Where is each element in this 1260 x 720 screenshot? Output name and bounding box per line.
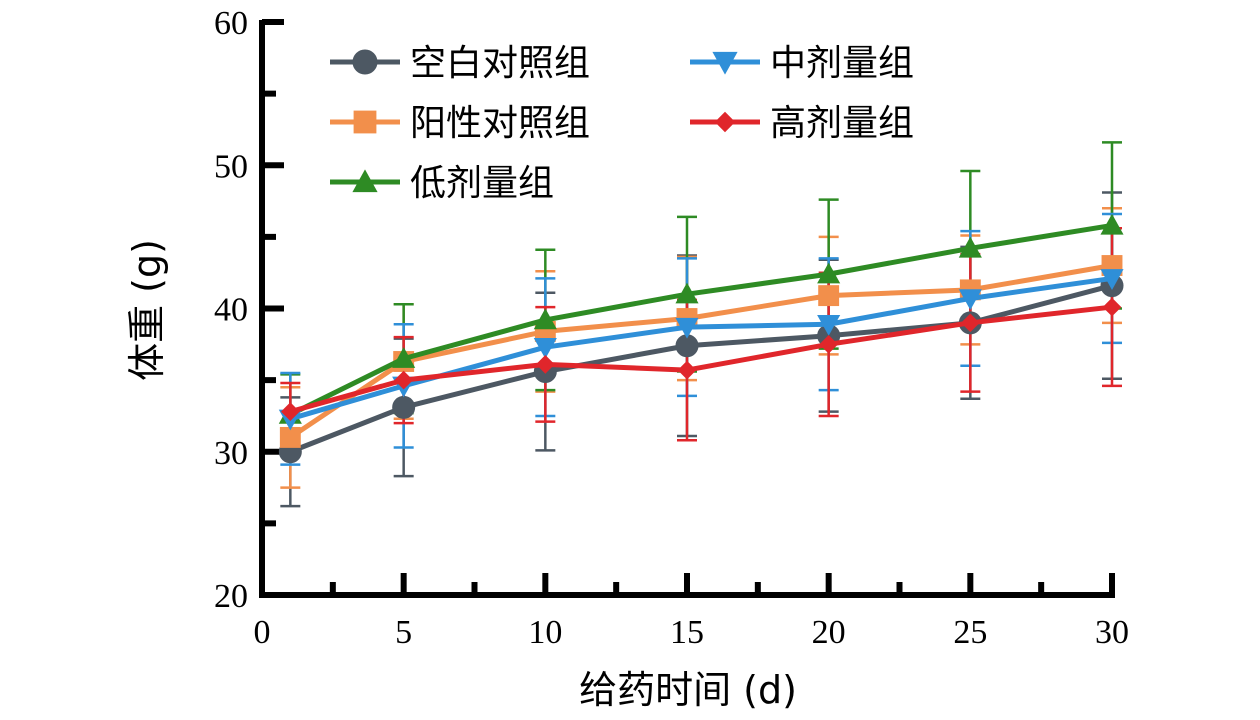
data-point xyxy=(818,285,840,307)
data-point xyxy=(533,337,557,359)
data-point xyxy=(817,315,841,336)
legend-item: 低剂量组 xyxy=(330,163,554,204)
series-layer xyxy=(278,141,1124,508)
x-tick-label: 5 xyxy=(395,614,412,651)
data-point xyxy=(533,308,557,330)
x-tick-label: 25 xyxy=(953,614,987,651)
error-bars xyxy=(280,206,1122,489)
legend-marker xyxy=(352,169,378,193)
data-point xyxy=(675,282,699,304)
legend-item: 阳性对照组 xyxy=(330,103,590,144)
series xyxy=(280,297,1122,421)
legend-item: 中剂量组 xyxy=(690,43,914,84)
y-axis-label: 体重 (g) xyxy=(125,239,169,381)
legend-label: 中剂量组 xyxy=(770,43,914,84)
data-point xyxy=(1100,213,1124,235)
legend-marker xyxy=(353,110,377,134)
data-point xyxy=(677,360,697,380)
data-point xyxy=(958,289,982,311)
legend-label: 空白对照组 xyxy=(410,43,590,84)
series-line xyxy=(289,275,1113,422)
axes: 20 30 40 50 60 0 5 10 15 20 25 30 xyxy=(214,5,1129,651)
legend-marker xyxy=(712,51,738,75)
data-point xyxy=(392,395,416,419)
y-tick-label: 30 xyxy=(214,435,248,472)
y-tick-label: 60 xyxy=(214,5,248,42)
x-tick-label: 15 xyxy=(670,614,704,651)
legend-marker xyxy=(352,49,378,75)
data-point xyxy=(675,317,699,339)
x-axis-label: 给药时间 (d) xyxy=(579,668,797,712)
legend-marker xyxy=(714,111,736,133)
data-point xyxy=(279,426,301,448)
legend-item: 高剂量组 xyxy=(690,103,914,144)
x-tick-label: 30 xyxy=(1095,614,1129,651)
y-tick-label: 20 xyxy=(214,578,248,615)
data-point xyxy=(958,236,982,258)
error-bars xyxy=(280,191,1122,508)
x-tick-label: 10 xyxy=(528,614,562,651)
x-tick-label: 0 xyxy=(254,614,271,651)
y-tick-label: 40 xyxy=(214,292,248,329)
data-point xyxy=(960,313,980,333)
data-point xyxy=(394,370,414,390)
data-point xyxy=(392,347,416,368)
y-tick-label: 50 xyxy=(214,148,248,185)
data-point xyxy=(817,262,841,284)
data-point xyxy=(1102,297,1122,317)
legend-item: 空白对照组 xyxy=(330,43,590,84)
data-point xyxy=(280,402,300,421)
legend-label: 低剂量组 xyxy=(410,163,554,204)
x-tick-label: 20 xyxy=(812,614,846,651)
legend-label: 阳性对照组 xyxy=(410,103,590,144)
data-point xyxy=(535,355,555,374)
legend-label: 高剂量组 xyxy=(770,103,914,144)
data-point xyxy=(819,334,839,354)
data-point xyxy=(1100,269,1124,290)
